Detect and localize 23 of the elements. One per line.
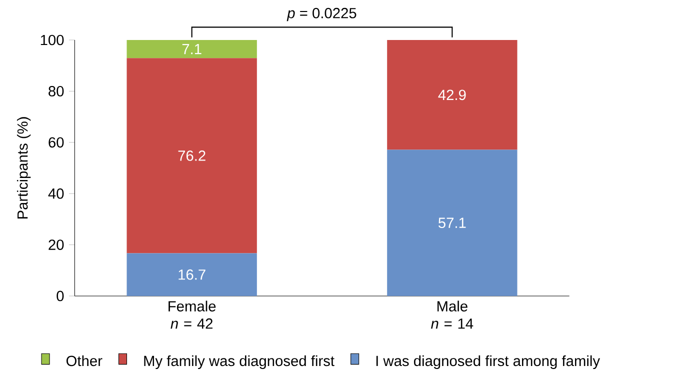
y-axis-title: Participants (%) [16,117,31,219]
legend-label: My family was diagnosed first [144,355,334,370]
legend-label: Other [66,355,102,366]
bar [126,40,257,58]
text: p = 0.0225 [286,8,356,22]
bar [126,253,257,296]
x-tick-label: Female n = 42 [168,300,216,329]
y-tick-label: 40 [48,188,64,199]
y-tick-label: 80 [48,86,64,96]
y-tick-label: 0 [56,290,64,302]
bar [387,150,518,296]
x-tick-label: Male n = 14 [431,300,474,329]
data-label: 7.1 [182,44,202,54]
data-label: 76.2 [178,150,206,161]
legend-label: I was diagnosed first among family [376,355,600,370]
data-label: 57.1 [438,218,466,228]
y-tick-label: 60 [48,137,64,148]
y-tick-label: 100 [40,34,64,46]
data-label: 16.7 [178,269,206,280]
data-label: 42.9 [438,90,466,100]
bar [387,40,518,150]
bar [126,58,257,254]
y-tick-label: 20 [48,240,64,250]
